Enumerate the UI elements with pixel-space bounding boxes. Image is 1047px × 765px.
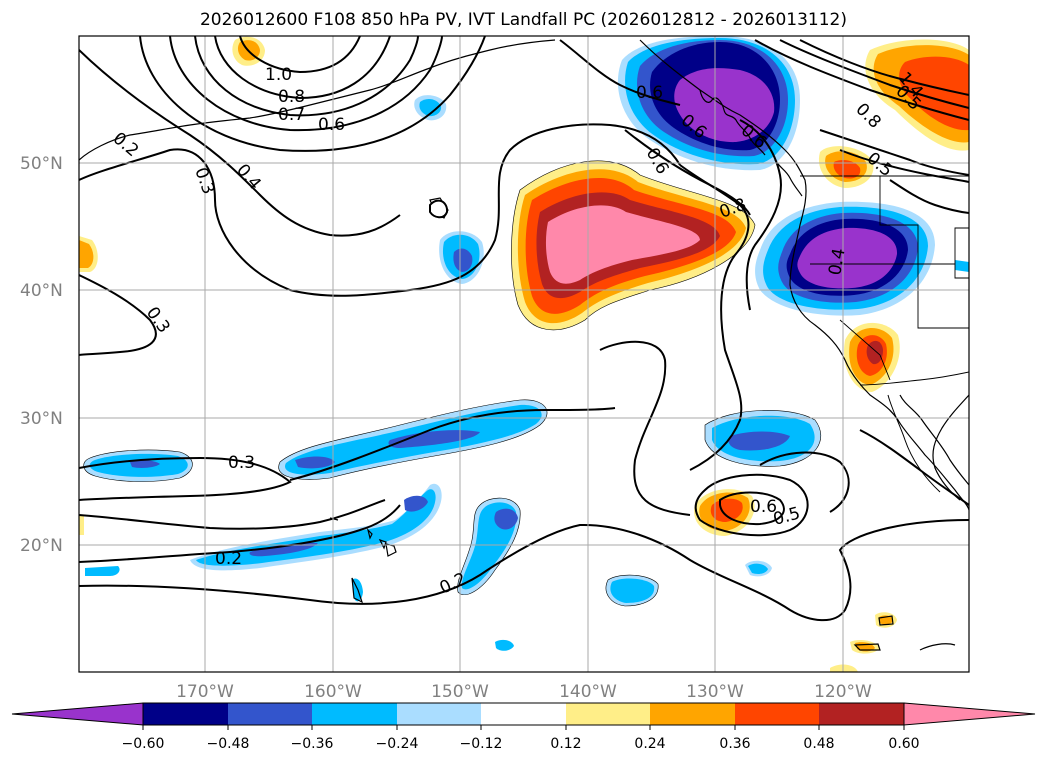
colorbar-label: 0.36 <box>719 736 750 752</box>
lat-label: 40°N <box>20 281 63 301</box>
colorbar-max-extend <box>903 702 1036 726</box>
colorbar-label: −0.36 <box>291 736 334 752</box>
colorbar-label: 0.24 <box>634 736 665 752</box>
colorbar-label: −0.12 <box>460 736 503 752</box>
lon-label: 130°W <box>686 682 744 702</box>
contour-label: 0.4 <box>825 247 849 277</box>
colorbar-segment <box>566 703 650 725</box>
contour-label: 0.6 <box>318 115 345 135</box>
pc-contours <box>79 36 969 622</box>
map-frame <box>78 35 970 673</box>
contour-label: 0.6 <box>636 83 663 103</box>
contour-label: 0.2 <box>215 549 242 569</box>
coastlines <box>79 39 969 651</box>
contour-label: 1.0 <box>265 65 292 85</box>
lon-label: 120°W <box>814 682 872 702</box>
contour-label: 0.3 <box>228 453 255 473</box>
colorbar-label: −0.60 <box>122 736 165 752</box>
contour-label: 0.7 <box>278 105 305 125</box>
lat-label: 20°N <box>20 536 63 556</box>
lon-labels: 170°W 160°W 150°W 140°W 130°W 120°W <box>176 682 872 702</box>
colorbar-min-extend <box>11 702 144 726</box>
colorbar-segment <box>819 703 904 725</box>
graticule <box>79 36 969 672</box>
contour-label: 0.8 <box>278 87 305 107</box>
colorbar-label: 0.48 <box>803 736 834 752</box>
colorbar-label: 0.60 <box>888 736 919 752</box>
colorbar-segment <box>481 703 566 725</box>
lat-label: 30°N <box>20 409 63 429</box>
colorbar-segment <box>650 703 735 725</box>
lon-label: 170°W <box>176 682 234 702</box>
colorbar-label: −0.24 <box>376 736 419 752</box>
colorbar-segment <box>143 703 228 725</box>
colorbar-segment <box>735 703 819 725</box>
colorbar-segment <box>397 703 481 725</box>
lon-label: 140°W <box>559 682 617 702</box>
colorbar-label: −0.48 <box>207 736 250 752</box>
lon-label: 160°W <box>304 682 362 702</box>
shading-outlines <box>83 160 821 607</box>
map-title: 2026012600 F108 850 hPa PV, IVT Landfall… <box>199 10 847 30</box>
colorbar-label: 0.12 <box>550 736 581 752</box>
colorbar-segment <box>228 703 312 725</box>
lat-labels: 50°N 40°N 30°N 20°N <box>20 154 63 556</box>
contour-label: 0.6 <box>750 497 777 517</box>
lon-label: 150°W <box>431 682 489 702</box>
map-background <box>79 36 969 672</box>
colorbar: −0.60 −0.48 −0.36 −0.24 −0.12 0.12 0.24 … <box>11 702 1036 752</box>
colorbar-segment <box>312 703 397 725</box>
lat-label: 50°N <box>20 154 63 174</box>
